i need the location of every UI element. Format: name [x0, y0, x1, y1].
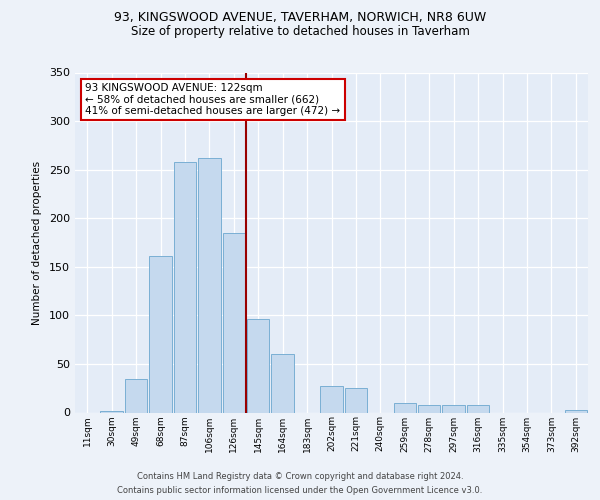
Bar	[565, 410, 587, 412]
Text: Contains HM Land Registry data © Crown copyright and database right 2024.: Contains HM Land Registry data © Crown c…	[137, 472, 463, 481]
Bar	[467, 404, 490, 412]
Bar	[198, 158, 221, 412]
Y-axis label: Number of detached properties: Number of detached properties	[32, 160, 42, 324]
Bar	[125, 378, 148, 412]
Bar	[442, 404, 465, 412]
Bar	[223, 233, 245, 412]
Text: 93, KINGSWOOD AVENUE, TAVERHAM, NORWICH, NR8 6UW: 93, KINGSWOOD AVENUE, TAVERHAM, NORWICH,…	[114, 11, 486, 24]
Bar	[149, 256, 172, 412]
Bar	[320, 386, 343, 412]
Bar	[100, 410, 123, 412]
Text: Size of property relative to detached houses in Taverham: Size of property relative to detached ho…	[131, 25, 469, 38]
Bar	[344, 388, 367, 412]
Text: 93 KINGSWOOD AVENUE: 122sqm
← 58% of detached houses are smaller (662)
41% of se: 93 KINGSWOOD AVENUE: 122sqm ← 58% of det…	[85, 82, 340, 116]
Bar	[247, 319, 269, 412]
Bar	[394, 403, 416, 412]
Bar	[271, 354, 294, 412]
Text: Contains public sector information licensed under the Open Government Licence v3: Contains public sector information licen…	[118, 486, 482, 495]
Bar	[173, 162, 196, 412]
Bar	[418, 404, 440, 412]
